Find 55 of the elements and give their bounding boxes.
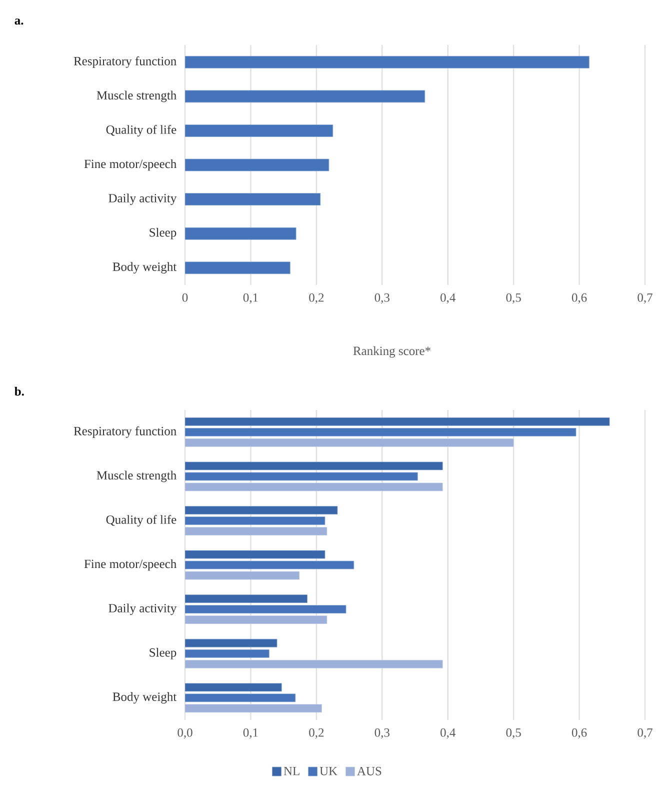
text: b. bbox=[14, 386, 24, 396]
legend-label: UK bbox=[320, 766, 338, 776]
bar bbox=[185, 605, 346, 614]
bar bbox=[185, 704, 322, 713]
x-tick-label: 0,0 bbox=[178, 728, 192, 739]
y-tick-label: Daily activity bbox=[108, 194, 177, 205]
x-tick-label: 0,2 bbox=[309, 293, 324, 304]
x-tick-label: 0,1 bbox=[243, 293, 258, 304]
y-tick-label: Sleep bbox=[150, 648, 176, 660]
y-tick-label: Body weight bbox=[112, 262, 177, 274]
bar bbox=[185, 158, 330, 172]
bar bbox=[185, 594, 308, 603]
x-tick-label: 0,3 bbox=[374, 728, 390, 739]
bar bbox=[185, 193, 321, 206]
x-tick-label: 0,7 bbox=[638, 293, 652, 304]
y-tick-label: Respiratory function bbox=[74, 56, 176, 68]
text: a. bbox=[14, 18, 24, 25]
x-tick-label: 0,4 bbox=[440, 293, 456, 304]
x-tick-label: 0,5 bbox=[506, 728, 521, 739]
y-tick-label: Daily activity bbox=[108, 604, 177, 615]
bar bbox=[185, 227, 296, 240]
y-tick-label: Muscle strength bbox=[96, 90, 176, 102]
x-tick-label: 0,7 bbox=[638, 728, 652, 739]
bar bbox=[185, 616, 328, 624]
bar bbox=[185, 90, 426, 103]
y-tick-label: Fine motor/speech bbox=[84, 159, 176, 171]
y-tick-label: Body weight bbox=[112, 692, 177, 704]
bar bbox=[185, 124, 334, 137]
bar bbox=[185, 262, 290, 274]
bar bbox=[185, 527, 328, 536]
legend-label: NL bbox=[284, 766, 300, 776]
bar bbox=[185, 438, 514, 447]
bar bbox=[185, 428, 576, 436]
y-tick-label: Quality of life bbox=[106, 124, 176, 136]
y-tick-label: Sleep bbox=[150, 228, 176, 240]
bar bbox=[185, 56, 590, 68]
y-tick-label: Respiratory function bbox=[74, 426, 176, 438]
x-tick-label: 0,6 bbox=[572, 728, 587, 739]
y-tick-label: Fine motor/speech bbox=[84, 559, 176, 571]
y-tick-label: Muscle strength bbox=[96, 470, 176, 482]
x-tick-label: 0,5 bbox=[506, 293, 521, 304]
x-tick-label: 0,3 bbox=[374, 293, 390, 304]
y-tick-label: Quality of life bbox=[106, 514, 176, 526]
legend-label: AUS bbox=[357, 766, 382, 776]
bar bbox=[185, 506, 338, 514]
bar bbox=[185, 694, 296, 702]
bar bbox=[185, 683, 282, 692]
x-tick-label: 0,4 bbox=[440, 728, 456, 739]
x-tick-label: 0,6 bbox=[572, 293, 587, 304]
x-tick-label: 0 bbox=[182, 293, 188, 302]
x-axis-title: Ranking score* bbox=[353, 346, 430, 358]
x-tick-label: 0,1 bbox=[243, 728, 258, 739]
bar bbox=[185, 417, 610, 426]
bar bbox=[185, 516, 326, 525]
x-tick-label: 0,2 bbox=[309, 728, 324, 739]
